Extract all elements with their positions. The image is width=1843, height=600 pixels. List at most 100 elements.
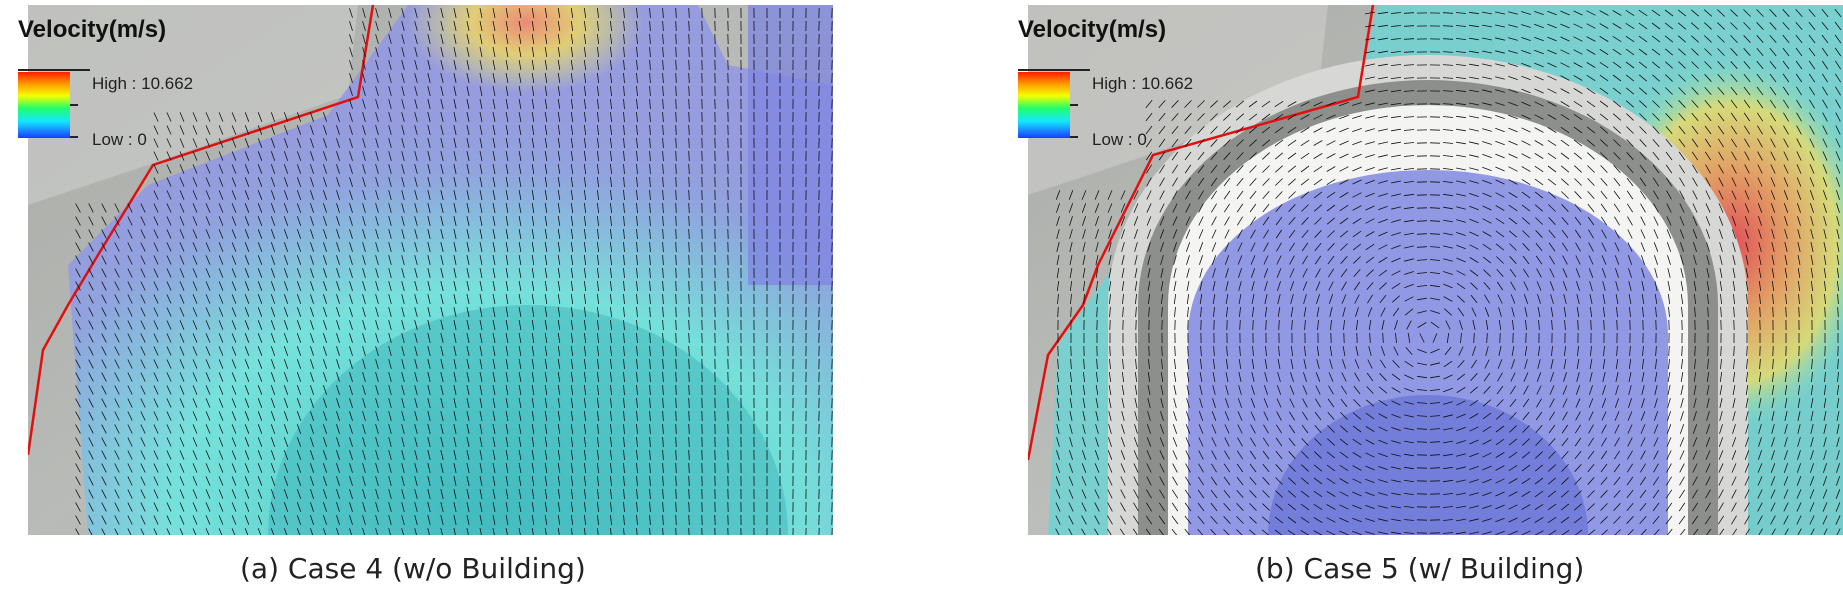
vector-arrow [401,281,405,291]
vector-arrow [453,463,457,473]
vector-arrow [1707,306,1709,318]
vector-arrow [257,281,263,291]
vector-arrow [492,450,496,460]
vector-arrow [1094,476,1100,486]
vector-arrow [531,268,535,278]
vector-arrow [101,320,107,330]
vector-arrow [296,385,302,395]
vector-arrow [1639,476,1647,486]
vector-arrow [570,242,574,252]
vector-arrow [440,242,444,252]
vector-arrow [466,21,470,31]
vector-arrow [1770,125,1776,135]
vector-arrow [440,372,444,382]
vector-arrow [1521,88,1531,94]
vector-arrow [583,33,587,45]
vector-arrow [1264,385,1268,395]
vector-arrow [1171,515,1179,525]
vector-arrow [257,112,263,122]
vector-arrow [453,515,457,525]
vector-arrow [623,501,625,513]
vector-arrow [1654,268,1658,278]
vector-arrow [244,528,249,535]
vector-arrow [166,411,172,421]
vector-arrow [414,463,418,473]
vector-arrow [1212,358,1216,370]
vector-arrow [375,8,379,18]
vector-arrow [1469,426,1479,432]
vector-arrow [1744,216,1750,226]
vector-arrow [375,450,379,460]
vector-arrow [75,372,81,382]
vector-arrow [453,489,457,499]
vector-arrow [1429,415,1441,417]
vector-arrow [466,164,470,174]
vector-arrow [466,8,470,18]
vector-arrow [1744,138,1750,148]
vector-arrow [1226,306,1228,318]
vector-arrow [544,73,548,83]
vector-arrow [1470,373,1478,381]
vector-arrow [1758,437,1762,447]
vector-arrow [662,397,664,409]
vector-arrow [1158,151,1166,161]
vector-arrow [1300,101,1310,107]
vector-arrow [636,176,638,188]
vector-arrow [153,281,159,291]
vector-arrow [1236,126,1244,134]
vector-arrow [1666,424,1672,434]
vector-arrow [662,514,664,526]
vector-arrow [1641,385,1645,395]
vector-arrow [1586,62,1596,68]
vector-arrow [1263,398,1269,408]
vector-arrow [1796,125,1802,135]
vector-arrow [296,164,302,174]
vector-arrow [453,125,457,135]
vector-arrow [1095,216,1099,226]
vector-arrow [1706,372,1710,382]
vector-arrow [531,411,535,421]
vector-arrow [544,489,548,499]
vector-arrow [440,99,444,109]
vector-arrow [1287,139,1297,147]
vector-arrow [492,502,496,512]
vector-arrow [1836,190,1840,200]
vector-arrow [610,150,612,162]
vector-arrow [153,437,159,447]
vector-arrow [479,34,483,44]
vector-arrow [153,294,159,304]
vector-arrow [1534,62,1544,68]
vector-arrow [1654,398,1658,408]
vector-arrow [544,151,548,161]
vector-arrow [1549,255,1555,265]
vector-arrow [1678,112,1686,122]
vector-arrow [1785,293,1787,305]
vector-arrow [323,125,327,135]
vector-arrow [688,306,690,318]
vector-arrow [414,333,418,343]
vector-arrow [1587,190,1595,200]
vector-arrow [349,86,353,96]
vector-arrow [1495,530,1505,535]
vector-arrow [1564,345,1566,357]
vector-arrow [283,229,289,239]
vector-arrow [1304,319,1306,331]
vector-arrow [1626,152,1634,160]
vector-arrow [1226,345,1228,357]
vector-arrow [675,280,677,292]
vector-arrow [544,294,548,304]
vector-arrow [1210,529,1217,535]
vector-arrow [1443,296,1453,302]
vector-arrow [1809,99,1815,109]
vector-arrow [1836,437,1840,447]
vector-arrow [1601,529,1608,535]
vector-arrow [1809,112,1815,122]
vector-arrow [1326,504,1336,510]
vector-arrow [1771,268,1775,278]
vector-arrow [1145,112,1153,122]
vector-arrow [101,294,107,304]
vector-arrow [231,502,237,512]
vector-arrow [336,515,340,525]
vector-arrow [375,216,379,226]
vector-arrow [1796,463,1802,473]
